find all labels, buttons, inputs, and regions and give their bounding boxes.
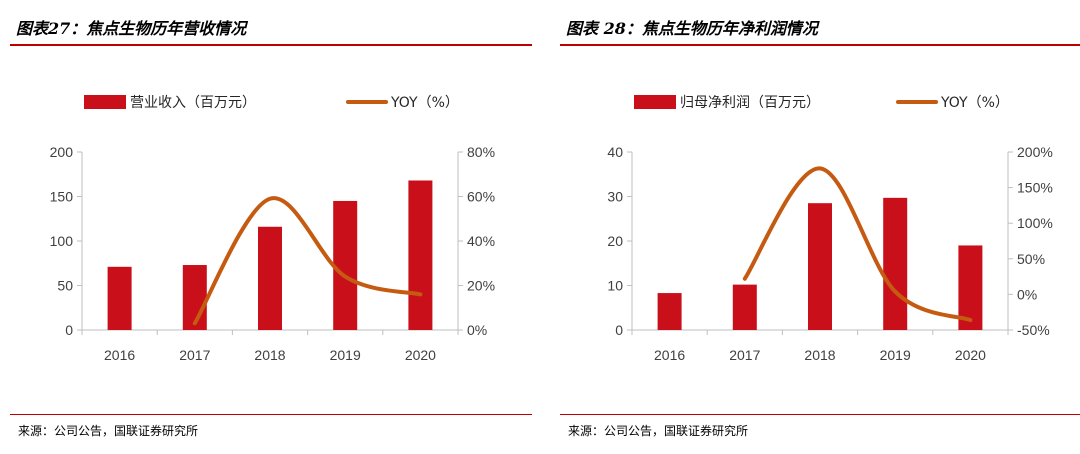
bar-2019 [883,197,908,330]
bar-2017 [182,265,207,330]
left-axis-tick-label: 50 [57,278,73,294]
bar-2020 [408,180,433,330]
source-rule [560,414,1080,415]
x-axis-tick-label: 2019 [330,347,361,363]
net-profit-chart: 归母净利润（百万元） YOY（%） 0 10 20 30 40 -50% 0% 50% 100% 15… [607,94,1053,363]
left-axis-tick-label: 20 [607,233,623,249]
legend-swatch-bar [634,95,676,109]
bar-2018 [808,203,832,330]
left-axis-tick-label: 0 [615,322,623,338]
chart-panel-revenue: 图表27：焦点生物历年营收情况 营业收入（百万元） YOY（%） 0 50 100 150… [10,0,540,454]
x-axis-tick-label: 2019 [880,347,911,363]
left-axis-tick-label: 40 [607,144,623,160]
right-axis-tick-label: 200% [1017,144,1053,160]
legend-label-line: YOY（%） [390,95,459,111]
x-axis-tick-label: 2020 [405,347,436,363]
legend-label-bar: 营业收入（百万元） [130,95,256,111]
chart-panel-net-profit: 图表 28：焦点生物历年净利润情况 归母净利润（百万元） YOY（%） 0 10 20 3… [560,0,1080,454]
x-axis-tick-label: 2017 [179,347,210,363]
figure-title: 图表 28：焦点生物历年净利润情况 [566,19,818,38]
right-axis-tick-label: 100% [1017,215,1053,231]
x-axis-tick-label: 2020 [955,347,986,363]
legend-label-line: YOY（%） [940,95,1009,111]
x-axis-tick-label: 2018 [804,347,835,363]
left-axis-tick-label: 10 [607,278,623,294]
x-axis-tick-label: 2016 [104,347,135,363]
right-axis-tick-label: 60% [467,189,495,205]
x-axis-tick-label: 2017 [729,347,760,363]
figure-title: 图表27：焦点生物历年营收情况 [16,19,247,38]
source-note: 来源：公司公告，国联证券研究所 [568,424,749,438]
right-axis-tick-label: 0% [1017,286,1037,302]
left-axis-tick-label: 0 [65,322,73,338]
source-note: 来源：公司公告，国联证券研究所 [18,424,199,438]
bar-2019 [333,200,358,330]
bar-2017 [732,284,757,330]
legend-swatch-bar [84,95,126,109]
x-axis-tick-label: 2016 [654,347,685,363]
bar-2018 [258,226,282,330]
right-axis-tick-label: 80% [467,144,495,160]
left-axis-tick-label: 30 [607,189,623,205]
right-axis-tick-label: 0% [467,322,487,338]
bar-2016 [657,293,682,330]
right-axis-tick-label: 40% [467,233,495,249]
left-axis-tick-label: 100 [50,233,74,249]
yoy-line [742,166,973,323]
right-axis-tick-label: 50% [1017,251,1045,267]
x-axis-tick-label: 2018 [254,347,285,363]
left-axis-tick-label: 150 [50,189,74,205]
left-axis-tick-label: 200 [50,144,74,160]
revenue-chart: 营业收入（百万元） YOY（%） 0 50 100 150 200 0% 20% 40% 60% 80… [50,95,495,363]
legend-label-bar: 归母净利润（百万元） [680,94,820,111]
right-axis-tick-label: -50% [1017,322,1050,338]
yoy-line [192,196,423,326]
title-rule [560,44,1080,46]
title-rule [10,44,532,46]
right-axis-tick-label: 150% [1017,180,1053,196]
source-rule [10,414,532,415]
bar-2016 [107,266,132,330]
bar-2020 [958,245,983,330]
right-axis-tick-label: 20% [467,278,495,294]
